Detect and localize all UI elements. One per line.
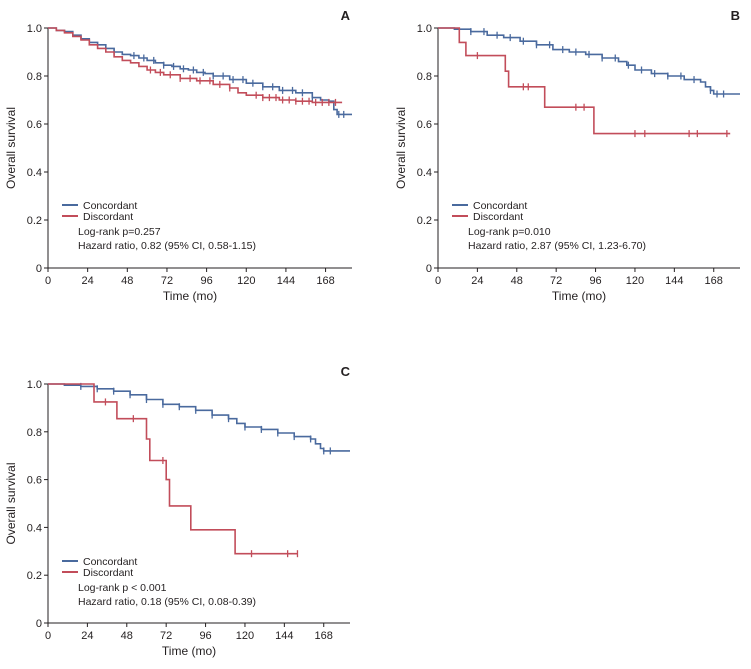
legend-label: Concordant xyxy=(83,200,137,212)
panel-label: A xyxy=(341,8,351,23)
x-tick-label: 24 xyxy=(471,275,483,287)
panel-c: 0 24 48 72 96 120 144 168 0 0.2 0.4 0.6 0.8 1.0 Time (… xyxy=(4,364,351,658)
x-tick-label: 0 xyxy=(435,275,441,287)
y-tick-label: 1.0 xyxy=(417,23,432,35)
x-tick-label: 144 xyxy=(275,630,293,642)
panel-b: 0 24 48 72 96 120 144 168 0 0.2 0.4 0.6 0.8 1.0 Time (… xyxy=(394,8,740,303)
x-tick-label: 96 xyxy=(199,630,211,642)
series-discordant xyxy=(48,383,299,558)
survival-curve-discordant xyxy=(48,383,298,555)
x-tick-label: 72 xyxy=(161,275,173,287)
x-tick-label: 96 xyxy=(200,275,212,287)
survival-curve-concordant xyxy=(48,383,350,452)
hazard-ratio-text: Hazard ratio, 0.82 (95% CI, 0.58-1.15) xyxy=(78,240,256,252)
legend-label: Concordant xyxy=(473,200,527,212)
series-concordant xyxy=(438,27,740,98)
y-axis-label: Overall survival xyxy=(394,107,408,189)
panel-label: B xyxy=(731,8,740,23)
x-tick-label: 0 xyxy=(45,630,51,642)
log-rank-text: Log-rank p=0.010 xyxy=(468,226,551,238)
y-tick-label: 0 xyxy=(36,618,42,630)
hazard-ratio-text: Hazard ratio, 0.18 (95% CI, 0.08-0.39) xyxy=(78,596,256,608)
survival-curve-concordant xyxy=(438,27,740,95)
y-axis-label: Overall survival xyxy=(4,462,18,544)
x-tick-label: 24 xyxy=(81,630,93,642)
x-tick-label: 0 xyxy=(45,275,51,287)
x-tick-label: 168 xyxy=(316,275,334,287)
survival-curve-concordant xyxy=(48,27,352,116)
y-tick-label: 0.6 xyxy=(27,119,42,131)
y-axis-label: Overall survival xyxy=(4,107,18,189)
series-concordant xyxy=(48,27,352,118)
y-tick-label: 0.4 xyxy=(27,167,42,179)
x-tick-label: 120 xyxy=(626,275,644,287)
log-rank-text: Log-rank p=0.257 xyxy=(78,226,161,238)
panel-a: 0 24 48 72 96 120 144 168 0 0.2 0.4 0.6 0.8 1.0 Time (… xyxy=(4,8,352,303)
y-tick-label: 0.8 xyxy=(27,427,42,439)
x-tick-label: 120 xyxy=(237,275,255,287)
x-tick-label: 72 xyxy=(550,275,562,287)
y-tick-label: 0.2 xyxy=(417,215,432,227)
x-tick-label: 96 xyxy=(589,275,601,287)
panel-label: C xyxy=(341,364,351,379)
x-tick-label: 168 xyxy=(705,275,723,287)
x-axis-label: Time (mo) xyxy=(552,289,606,303)
y-tick-label: 0 xyxy=(36,263,42,275)
x-tick-label: 168 xyxy=(315,630,333,642)
y-tick-label: 0.2 xyxy=(27,215,42,227)
legend-label: Concordant xyxy=(83,556,137,568)
survival-curve-discordant xyxy=(438,27,731,135)
log-rank-text: Log-rank p < 0.001 xyxy=(78,582,167,594)
x-tick-label: 72 xyxy=(160,630,172,642)
y-tick-label: 1.0 xyxy=(27,379,42,391)
survival-curve-discordant xyxy=(48,27,343,104)
x-tick-label: 144 xyxy=(665,275,683,287)
hazard-ratio-text: Hazard ratio, 2.87 (95% CI, 1.23-6.70) xyxy=(468,240,646,252)
series-concordant xyxy=(48,382,350,455)
x-axis-label: Time (mo) xyxy=(163,289,217,303)
y-tick-label: 0 xyxy=(426,263,432,275)
x-tick-label: 48 xyxy=(511,275,523,287)
y-tick-label: 1.0 xyxy=(27,23,42,35)
x-tick-label: 24 xyxy=(82,275,94,287)
x-tick-label: 48 xyxy=(121,630,133,642)
legend-label: Discordant xyxy=(83,567,133,579)
x-tick-label: 48 xyxy=(121,275,133,287)
series-discordant xyxy=(48,27,343,106)
y-tick-label: 0.8 xyxy=(417,71,432,83)
y-tick-label: 0.4 xyxy=(27,522,42,534)
y-tick-label: 0.8 xyxy=(27,71,42,83)
x-axis-label: Time (mo) xyxy=(162,644,216,658)
y-tick-label: 0.4 xyxy=(417,167,432,179)
legend-label: Discordant xyxy=(83,211,133,223)
x-tick-label: 144 xyxy=(277,275,295,287)
series-discordant xyxy=(438,27,731,138)
y-tick-label: 0.2 xyxy=(27,570,42,582)
y-tick-label: 0.6 xyxy=(27,475,42,487)
x-tick-label: 120 xyxy=(236,630,254,642)
y-tick-label: 0.6 xyxy=(417,119,432,131)
legend-label: Discordant xyxy=(473,211,523,223)
